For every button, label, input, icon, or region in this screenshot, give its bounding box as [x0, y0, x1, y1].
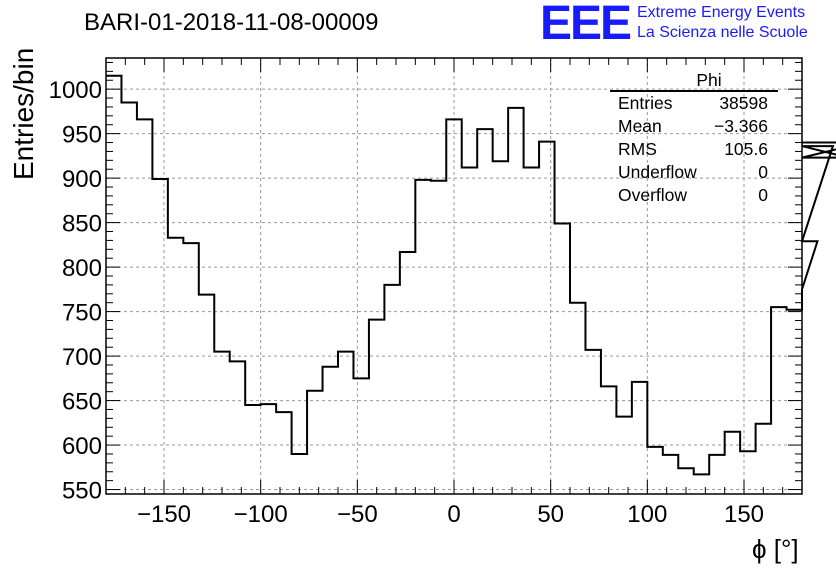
stats-label: Entries [618, 93, 673, 113]
x-tick-label: −150 [137, 501, 191, 528]
stats-row-underflow: Underflow 0 [610, 161, 778, 184]
histogram-bin [168, 238, 183, 494]
histogram-bin [493, 161, 508, 494]
stats-label: RMS [618, 139, 657, 159]
histogram-bin [292, 454, 307, 494]
histogram-bin [137, 119, 152, 494]
eee-logo: EEE [540, 0, 632, 50]
histogram-bin [601, 386, 616, 494]
histogram-bin [245, 405, 260, 494]
histogram-bin [369, 320, 384, 494]
stats-value: 0 [758, 185, 768, 205]
histogram-bin [725, 432, 740, 494]
histogram-bin [431, 181, 446, 494]
histogram-bin [616, 417, 631, 494]
stats-title: Phi [610, 70, 778, 92]
x-tick-label: 100 [627, 501, 667, 528]
logo-line-2: La Scienza nelle Scuole [637, 24, 808, 41]
histogram-bin [462, 167, 477, 494]
histogram-bin [446, 119, 461, 494]
y-tick-label: 900 [62, 166, 102, 193]
x-tick-label: 150 [724, 501, 764, 528]
histogram-bin [307, 391, 322, 494]
logo-caption: Extreme Energy Events La Scienza nelle S… [637, 3, 808, 43]
histogram-bin [539, 142, 554, 494]
x-tick-label: 50 [537, 501, 564, 528]
histogram-bin [199, 295, 214, 494]
logo-line-1: Extreme Energy Events [637, 4, 806, 21]
histogram-bin [570, 303, 585, 494]
stats-row-overflow: Overflow 0 [610, 184, 778, 207]
chart-title: BARI-01-2018-11-08-00009 [84, 9, 379, 36]
histogram-bin [508, 108, 523, 494]
histogram-bin [756, 424, 771, 494]
y-tick-label: 950 [62, 122, 102, 149]
histogram-bin [152, 179, 167, 494]
y-tick-label: 550 [62, 478, 102, 505]
histogram-bin [555, 224, 570, 494]
histogram-bin [323, 367, 338, 494]
histogram-bin [694, 474, 709, 494]
histogram-bin [106, 76, 121, 494]
stats-value: 105.6 [724, 139, 768, 159]
histogram-bin [740, 451, 755, 494]
x-tick-label: 0 [447, 501, 460, 528]
histogram-bin [632, 382, 647, 494]
histogram-bin [214, 352, 229, 494]
histogram-bin [261, 404, 276, 494]
histogram-bin [353, 378, 368, 494]
y-tick-label: 700 [62, 344, 102, 371]
y-tick-label: 600 [62, 433, 102, 460]
stats-box: Phi Entries 38598 Mean −3.366 RMS 105.6 … [610, 70, 778, 207]
y-tick-label: 850 [62, 211, 102, 238]
stats-label: Underflow [618, 162, 697, 182]
histogram-bin [678, 468, 693, 494]
histogram-bin [415, 180, 430, 494]
stats-row-mean: Mean −3.366 [610, 115, 778, 138]
histogram-bin [276, 412, 291, 494]
stats-value: −3.366 [713, 116, 768, 136]
histogram-bin [183, 243, 198, 494]
stats-label: Mean [618, 116, 662, 136]
histogram-bin [338, 352, 353, 494]
stats-row-rms: RMS 105.6 [610, 138, 778, 161]
stats-value: 38598 [719, 93, 768, 113]
histogram-bin [384, 285, 399, 494]
histogram-bin [709, 455, 724, 494]
histogram-bin [663, 455, 678, 494]
histogram-line [106, 74, 836, 476]
y-axis-label: Entries/bin [8, 47, 39, 180]
histogram-bin [477, 129, 492, 494]
histogram-bin [771, 307, 786, 494]
y-tick-label: 1000 [49, 77, 102, 104]
y-tick-label: 800 [62, 255, 102, 282]
stats-label: Overflow [618, 185, 688, 205]
x-axis-label: ϕ [°] [752, 534, 799, 564]
histogram-bin [787, 310, 802, 494]
x-tick-label: −50 [337, 501, 378, 528]
y-tick-label: 650 [62, 389, 102, 416]
y-tick-label: 750 [62, 300, 102, 327]
histogram-bin [524, 167, 539, 494]
histogram-bin [400, 252, 415, 494]
x-tick-label: −100 [234, 501, 288, 528]
stats-row-entries: Entries 38598 [610, 92, 778, 115]
stats-value: 0 [758, 162, 768, 182]
histogram-bin [230, 361, 245, 494]
histogram-bin [121, 102, 136, 494]
histogram-bin [585, 350, 600, 494]
histogram-bin [647, 447, 662, 494]
